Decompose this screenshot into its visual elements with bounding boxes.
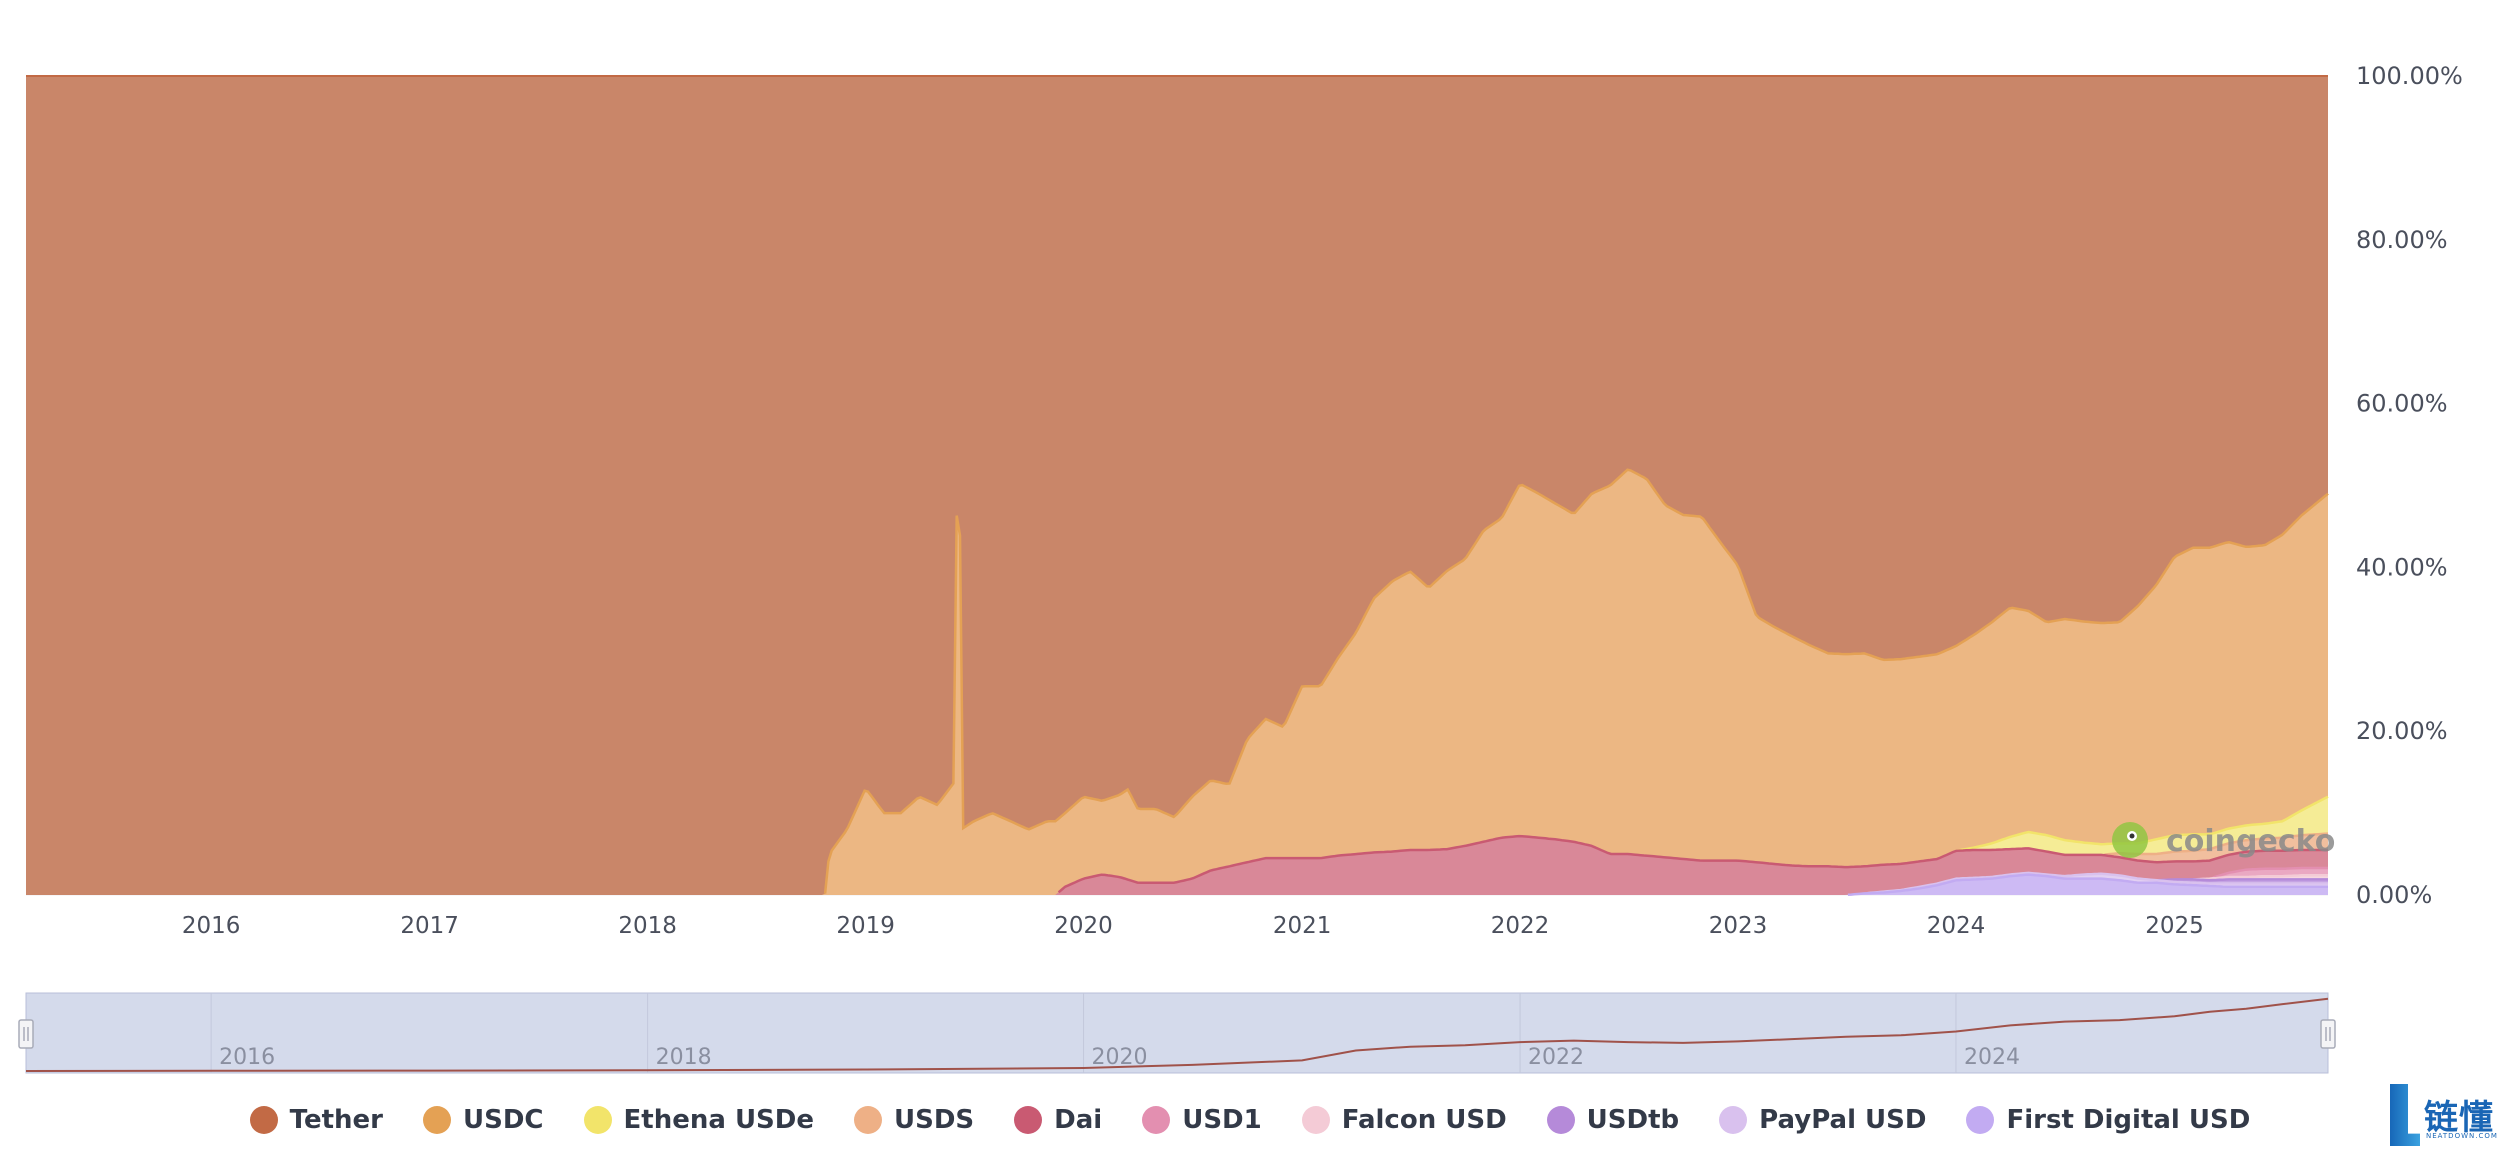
- legend-item-tether[interactable]: Tether: [249, 1105, 383, 1135]
- legend-marker: [1719, 1106, 1748, 1134]
- legend-marker: [1966, 1106, 1995, 1134]
- legend-marker: [583, 1106, 612, 1134]
- y-tick-label: 0.00%: [2356, 881, 2432, 909]
- legend: Tether USDC Ethena USDe USDS Dai USD1 Falcon U…: [0, 1098, 2500, 1142]
- line-paypal-usd: [1867, 871, 2328, 895]
- legend-marker: [249, 1106, 278, 1134]
- legend-item-usds[interactable]: USDS: [854, 1105, 974, 1135]
- legend-item-first-digital-usd[interactable]: First Digital USD: [1966, 1105, 2250, 1135]
- navigator-handle-left[interactable]: [18, 1019, 34, 1049]
- logo-mark: [2390, 1084, 2420, 1146]
- x-tick-label: 2017: [400, 913, 459, 939]
- legend-marker: [1014, 1106, 1043, 1134]
- x-tick-label: 2020: [1054, 913, 1113, 939]
- y-tick-label: 100.00%: [2356, 62, 2463, 90]
- corner-logo: 链懂 NEATDOWN.COM: [2386, 1082, 2498, 1148]
- x-axis: 2016 2017 2018 2019 2020 2021 2022 2023 2024 2025: [182, 913, 2204, 939]
- legend-label: Falcon USD: [1341, 1105, 1507, 1135]
- watermark-text: coingecko: [2166, 824, 2335, 859]
- area-usdc: [26, 469, 2328, 895]
- line-usds: [2104, 832, 2329, 856]
- x-tick-label: 2021: [1273, 913, 1332, 939]
- logo-subtext: NEATDOWN.COM: [2426, 1132, 2498, 1140]
- legend-item-usdtb[interactable]: USDtb: [1546, 1105, 1680, 1135]
- area-first-digital-usd: [26, 874, 2328, 895]
- area-dai: [26, 836, 2328, 895]
- legend-label: Tether: [289, 1105, 383, 1135]
- legend-marker: [1546, 1106, 1575, 1134]
- legend-item-usdc[interactable]: USDC: [422, 1105, 544, 1135]
- y-tick-label: 20.00%: [2356, 717, 2448, 745]
- navigator-line: [25, 997, 2329, 1072]
- navigator-tick-label: 2022: [1528, 1045, 1584, 1070]
- line-falcon-usd: [2193, 874, 2328, 881]
- legend-label: USDtb: [1586, 1105, 1680, 1135]
- legend-label: PayPal USD: [1759, 1105, 1927, 1135]
- legend-label: Dai: [1054, 1105, 1103, 1135]
- navigator-handle-right[interactable]: [2320, 1019, 2336, 1049]
- line-usdc: [823, 468, 2329, 894]
- legend-item-usd1[interactable]: USD1: [1142, 1105, 1262, 1135]
- legend-item-ethena-usde[interactable]: Ethena USDe: [583, 1105, 815, 1135]
- line-usd1: [2212, 866, 2328, 879]
- legend-label: First Digital USD: [2006, 1105, 2251, 1135]
- legend-label: USD1: [1182, 1105, 1262, 1135]
- legend-marker: [1301, 1106, 1330, 1134]
- legend-item-falcon-usd[interactable]: Falcon USD: [1301, 1105, 1507, 1135]
- x-tick-label: 2016: [182, 913, 241, 939]
- x-tick-label: 2023: [1709, 913, 1768, 939]
- x-tick-label: 2024: [1927, 913, 1986, 939]
- x-tick-label: 2019: [836, 913, 895, 939]
- legend-item-dai[interactable]: Dai: [1014, 1105, 1102, 1135]
- y-tick-label: 60.00%: [2356, 390, 2448, 418]
- legend-marker: [1142, 1106, 1171, 1134]
- navigator-ticks: 2016 2018 2020 2022 2024: [210, 993, 2020, 1073]
- navigator-tick-label: 2016: [219, 1045, 275, 1070]
- legend-label: USDC: [462, 1105, 544, 1135]
- x-tick-label: 2025: [2145, 913, 2204, 939]
- gecko-pupil: [2129, 833, 2135, 839]
- y-tick-label: 80.00%: [2356, 226, 2448, 254]
- navigator-tick-label: 2018: [656, 1045, 712, 1070]
- line-dai: [1057, 834, 2328, 894]
- legend-item-paypal-usd[interactable]: PayPal USD: [1719, 1105, 1926, 1135]
- legend-marker: [422, 1106, 451, 1134]
- x-tick-label: 2018: [618, 913, 677, 939]
- legend-label: USDS: [894, 1105, 975, 1135]
- line-first-digital-usd: [1847, 873, 2328, 897]
- watermark: coingecko: [2112, 822, 2335, 859]
- logo-text: 链懂: [2424, 1098, 2494, 1138]
- y-tick-label: 40.00%: [2356, 553, 2448, 581]
- navigator-tick-label: 2024: [1964, 1045, 2020, 1070]
- stacked-areas: [26, 75, 2329, 897]
- line-usdtb: [2156, 878, 2328, 882]
- y-axis: 0.00% 20.00% 40.00% 60.00% 80.00% 100.00%: [2356, 62, 2463, 909]
- legend-label: Ethena USDe: [623, 1105, 815, 1135]
- x-tick-label: 2022: [1491, 913, 1550, 939]
- legend-marker: [854, 1106, 882, 1134]
- navigator[interactable]: 2016 2018 2020 2022 2024: [18, 992, 2336, 1074]
